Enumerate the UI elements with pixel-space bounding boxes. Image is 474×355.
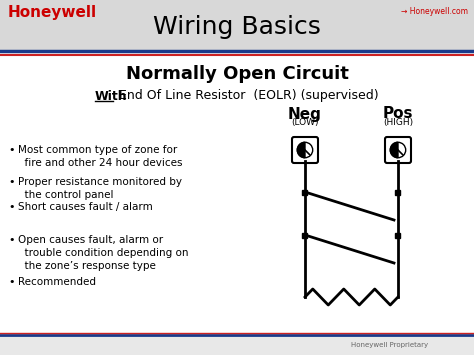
FancyBboxPatch shape	[292, 137, 318, 163]
Text: With: With	[95, 89, 128, 103]
Text: End Of Line Resistor  (EOLR) (supervised): End Of Line Resistor (EOLR) (supervised)	[115, 89, 379, 103]
Text: (LOW): (LOW)	[291, 119, 319, 127]
Bar	[395, 190, 401, 195]
Text: •: •	[8, 177, 15, 187]
Text: Recommended: Recommended	[18, 277, 96, 287]
Bar	[302, 190, 308, 195]
FancyBboxPatch shape	[0, 0, 474, 50]
Text: •: •	[8, 202, 15, 212]
Circle shape	[297, 142, 313, 158]
Text: Wiring Basics: Wiring Basics	[153, 15, 321, 39]
Text: Honeywell Proprietary: Honeywell Proprietary	[351, 342, 428, 348]
FancyBboxPatch shape	[385, 137, 411, 163]
Text: Most common type of zone for
  fire and other 24 hour devices: Most common type of zone for fire and ot…	[18, 145, 182, 168]
Polygon shape	[297, 142, 305, 158]
Text: Pos: Pos	[383, 106, 413, 121]
Polygon shape	[390, 142, 398, 158]
Bar	[395, 233, 401, 237]
Text: Proper resistance monitored by
  the control panel: Proper resistance monitored by the contr…	[18, 177, 182, 200]
Bar	[0, 335, 474, 355]
Text: Open causes fault, alarm or
  trouble condition depending on
  the zone’s respon: Open causes fault, alarm or trouble cond…	[18, 235, 189, 272]
Text: •: •	[8, 277, 15, 287]
Text: (HIGH): (HIGH)	[383, 119, 413, 127]
Text: •: •	[8, 145, 15, 155]
Circle shape	[390, 142, 406, 158]
Text: Honeywell: Honeywell	[8, 5, 97, 20]
Text: Short causes fault / alarm: Short causes fault / alarm	[18, 202, 153, 212]
Text: •: •	[8, 235, 15, 245]
Text: Normally Open Circuit: Normally Open Circuit	[126, 65, 348, 83]
Text: Neg: Neg	[288, 106, 322, 121]
Text: → Honeywell.com: → Honeywell.com	[401, 7, 468, 16]
Bar	[302, 233, 308, 237]
